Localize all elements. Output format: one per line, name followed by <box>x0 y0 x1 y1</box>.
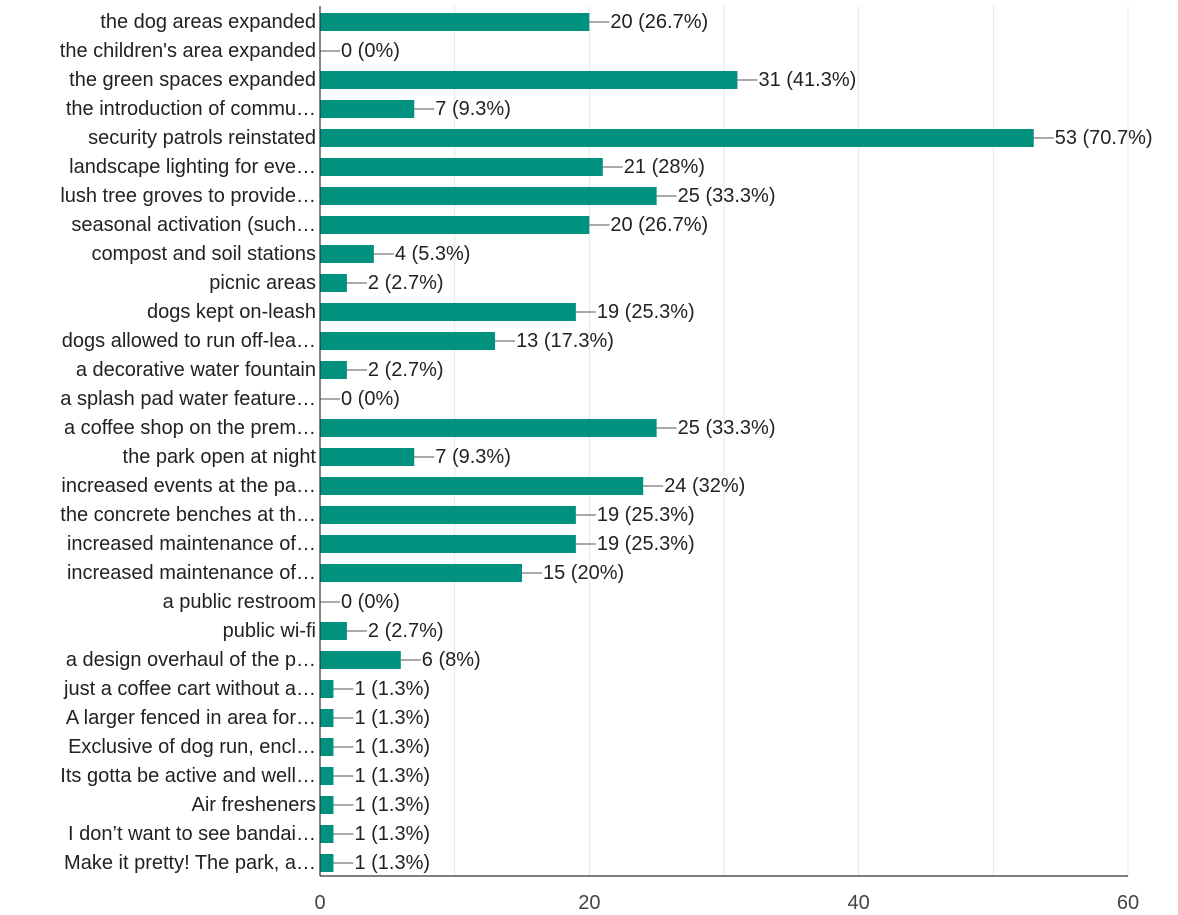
bar <box>320 419 657 437</box>
category-label: I don’t want to see bandai… <box>68 823 316 845</box>
bar <box>320 332 496 350</box>
category-label: A larger fenced in area for… <box>66 707 316 729</box>
value-label: 1 (1.3%) <box>354 852 430 874</box>
x-tick-label: 20 <box>578 892 600 914</box>
value-label: 20 (26.7%) <box>610 11 708 33</box>
bar <box>320 100 415 118</box>
bar <box>320 738 334 756</box>
value-label: 0 (0%) <box>341 388 400 410</box>
category-label: the introduction of commu… <box>66 98 316 120</box>
value-label: 2 (2.7%) <box>368 620 444 642</box>
value-label: 25 (33.3%) <box>678 417 776 439</box>
category-label: increased maintenance of… <box>67 562 316 584</box>
bar <box>320 564 522 582</box>
category-label: dogs kept on-leash <box>147 301 316 323</box>
category-label: a decorative water fountain <box>76 359 316 381</box>
bar <box>320 825 334 843</box>
bar <box>320 129 1034 147</box>
category-label: landscape lighting for eve… <box>69 156 316 178</box>
category-label: a coffee shop on the prem… <box>64 417 316 439</box>
value-label: 20 (26.7%) <box>610 214 708 236</box>
bar <box>320 854 334 872</box>
value-label: 19 (25.3%) <box>597 301 695 323</box>
value-label: 2 (2.7%) <box>368 272 444 294</box>
category-label: Air fresheners <box>192 794 317 816</box>
bar <box>320 680 334 698</box>
category-label: picnic areas <box>209 272 316 294</box>
value-label: 1 (1.3%) <box>354 765 430 787</box>
value-label: 7 (9.3%) <box>435 446 511 468</box>
bar <box>320 187 657 205</box>
bar <box>320 274 347 292</box>
category-label: a splash pad water feature… <box>60 388 316 410</box>
category-label: compost and soil stations <box>91 243 316 265</box>
bar <box>320 158 603 176</box>
bar <box>320 651 401 669</box>
category-label: increased events at the pa… <box>61 475 316 497</box>
value-label: 4 (5.3%) <box>395 243 471 265</box>
bar <box>320 796 334 814</box>
label-layer: the dog areas expanded 20 (26.7%) the chil… <box>60 11 1153 874</box>
category-label: the park open at night <box>123 446 317 468</box>
category-label: seasonal activation (such… <box>71 214 316 236</box>
bar <box>320 622 347 640</box>
x-tick-label: 0 <box>314 892 325 914</box>
value-label: 31 (41.3%) <box>758 69 856 91</box>
value-label: 2 (2.7%) <box>368 359 444 381</box>
value-label: 1 (1.3%) <box>354 823 430 845</box>
bar <box>320 245 374 263</box>
value-label: 19 (25.3%) <box>597 533 695 555</box>
category-label: the children's area expanded <box>60 40 316 62</box>
bar-layer <box>320 13 1034 872</box>
bar <box>320 506 576 524</box>
value-label: 1 (1.3%) <box>354 794 430 816</box>
category-label: the dog areas expanded <box>100 11 316 33</box>
value-label: 0 (0%) <box>341 591 400 613</box>
bar <box>320 303 576 321</box>
value-label: 1 (1.3%) <box>354 707 430 729</box>
value-label: 6 (8%) <box>422 649 481 671</box>
value-label: 53 (70.7%) <box>1055 127 1153 149</box>
x-tick-label: 60 <box>1117 892 1139 914</box>
value-label: 0 (0%) <box>341 40 400 62</box>
value-label: 15 (20%) <box>543 562 624 584</box>
category-label: Its gotta be active and well… <box>60 765 316 787</box>
value-label: 13 (17.3%) <box>516 330 614 352</box>
value-label: 1 (1.3%) <box>354 736 430 758</box>
category-label: increased maintenance of… <box>67 533 316 555</box>
axis-layer: 0 20 40 60 <box>314 6 1139 914</box>
category-label: just a coffee cart without a… <box>63 678 316 700</box>
category-label: the green spaces expanded <box>69 69 316 91</box>
value-label: 25 (33.3%) <box>678 185 776 207</box>
bar <box>320 709 334 727</box>
bar <box>320 361 347 379</box>
bar <box>320 448 415 466</box>
bar <box>320 216 590 234</box>
value-label: 21 (28%) <box>624 156 705 178</box>
grid-layer <box>454 6 1129 876</box>
value-label: 24 (32%) <box>664 475 745 497</box>
bar <box>320 767 334 785</box>
value-label: 1 (1.3%) <box>354 678 430 700</box>
value-label: 7 (9.3%) <box>435 98 511 120</box>
category-label: a public restroom <box>163 591 316 613</box>
bar <box>320 71 738 89</box>
category-label: dogs allowed to run off-lea… <box>62 330 316 352</box>
category-label: lush tree groves to provide… <box>60 185 316 207</box>
category-label: the concrete benches at th… <box>60 504 316 526</box>
category-label: Make it pretty! The park, a… <box>64 852 316 874</box>
bar <box>320 477 644 495</box>
x-tick-label: 40 <box>848 892 870 914</box>
category-label: a design overhaul of the p… <box>66 649 316 671</box>
bar <box>320 13 590 31</box>
category-label: public wi-fi <box>223 620 316 642</box>
bar <box>320 535 576 553</box>
category-label: security patrols reinstated <box>88 127 316 149</box>
category-label: Exclusive of dog run, encl… <box>68 736 316 758</box>
value-label: 19 (25.3%) <box>597 504 695 526</box>
